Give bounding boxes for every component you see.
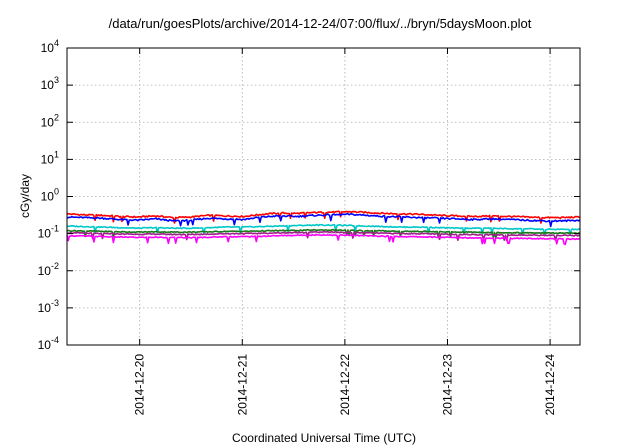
- series-line: [66, 223, 581, 236]
- y-tick-label: 103: [41, 75, 59, 92]
- series-lines: [66, 210, 581, 246]
- series-line: [66, 210, 581, 224]
- y-axis-ticks: 10-4 10-3 10-2 10-1 100 101 102 103 104: [38, 38, 580, 352]
- x-tick-label: 2014-12-21: [235, 354, 249, 416]
- y-tick-label: 10-4: [38, 335, 59, 352]
- y-axis-label: cGy/day: [18, 174, 32, 218]
- series-line: [66, 233, 581, 246]
- x-axis-ticks: 2014-12-20 2014-12-21 2014-12-22 2014-12-23…: [133, 48, 557, 415]
- y-tick-label: 100: [41, 187, 59, 204]
- y-tick-label: 10-2: [38, 261, 59, 278]
- x-axis-label: Coordinated Universal Time (UTC): [232, 431, 416, 445]
- chart-title: /data/run/goesPlots/archive/2014-12-24/0…: [109, 16, 532, 31]
- x-tick-label: 2014-12-24: [543, 354, 557, 416]
- y-tick-label: 101: [41, 149, 59, 166]
- y-tick-label: 10-3: [38, 298, 59, 315]
- y-tick-label: 102: [41, 112, 59, 129]
- grid: [67, 48, 580, 345]
- x-tick-label: 2014-12-22: [338, 354, 352, 416]
- series-line: [66, 213, 581, 228]
- x-tick-label: 2014-12-23: [440, 354, 454, 416]
- series-line: [66, 230, 581, 242]
- y-tick-label: 104: [41, 38, 59, 55]
- y-tick-label: 10-1: [38, 224, 59, 241]
- x-tick-label: 2014-12-20: [133, 354, 147, 416]
- series-line: [66, 228, 581, 239]
